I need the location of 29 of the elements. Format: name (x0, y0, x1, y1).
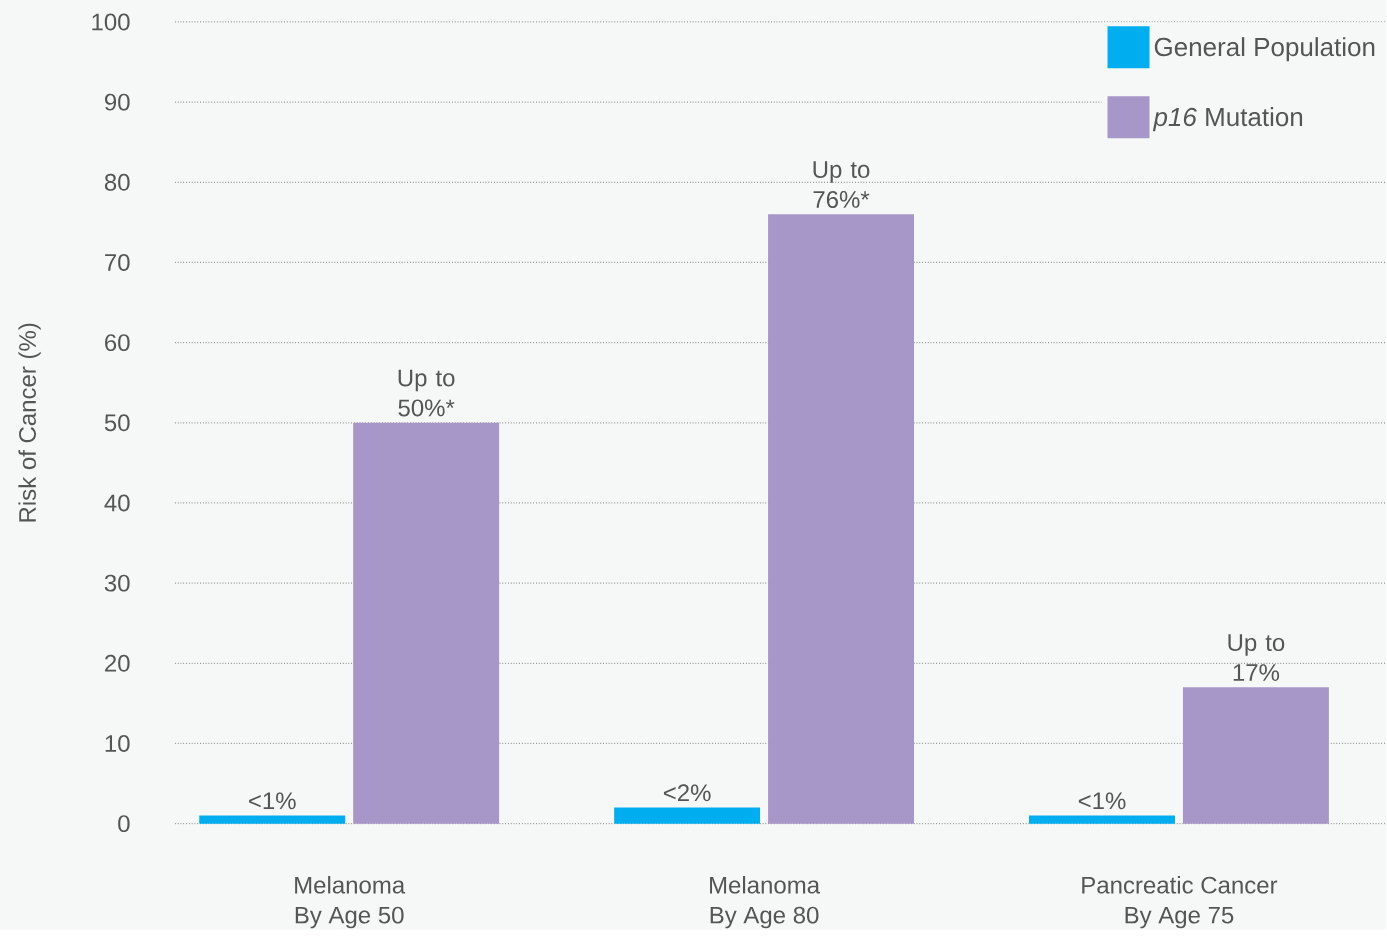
y-tick-label: 100 (92, 13, 130, 31)
bar (768, 214, 915, 824)
bar (353, 422, 500, 824)
y-tick-label: 30 (104, 574, 130, 592)
y-tick-label: 10 (105, 734, 130, 752)
x-tick-label: Melanoma By Age 50 (295, 875, 406, 929)
legend-label: p16 Mutation (1152, 106, 1303, 132)
bar (199, 815, 346, 824)
data-label: Up to 17% (1228, 634, 1285, 681)
legend-label: General Population (1154, 36, 1375, 62)
data-label: <1% (249, 792, 296, 810)
y-tick-label: 60 (105, 333, 130, 351)
x-tick-label: Melanoma By Age 80 (710, 875, 821, 929)
y-tick-label: 90 (104, 93, 130, 111)
x-tick-label: Pancreatic Cancer By Age 75 (1082, 875, 1278, 929)
y-tick-label: 0 (118, 814, 130, 832)
y-axis-title: Risk of Cancer (%) (18, 323, 41, 522)
bar (614, 807, 761, 824)
y-tick-label: 80 (104, 173, 130, 191)
y-tick-label: 70 (105, 253, 130, 271)
y-tick-label: 50 (104, 414, 130, 432)
data-label: <1% (1078, 792, 1126, 810)
y-tick-label: 40 (104, 494, 130, 512)
data-label: Up to 50%* (398, 369, 455, 417)
data-label: <2% (663, 784, 711, 802)
y-tick-label: 20 (105, 654, 130, 672)
data-label: Up to 76%* (813, 161, 870, 208)
bar (1029, 815, 1175, 824)
bar (1182, 687, 1329, 824)
